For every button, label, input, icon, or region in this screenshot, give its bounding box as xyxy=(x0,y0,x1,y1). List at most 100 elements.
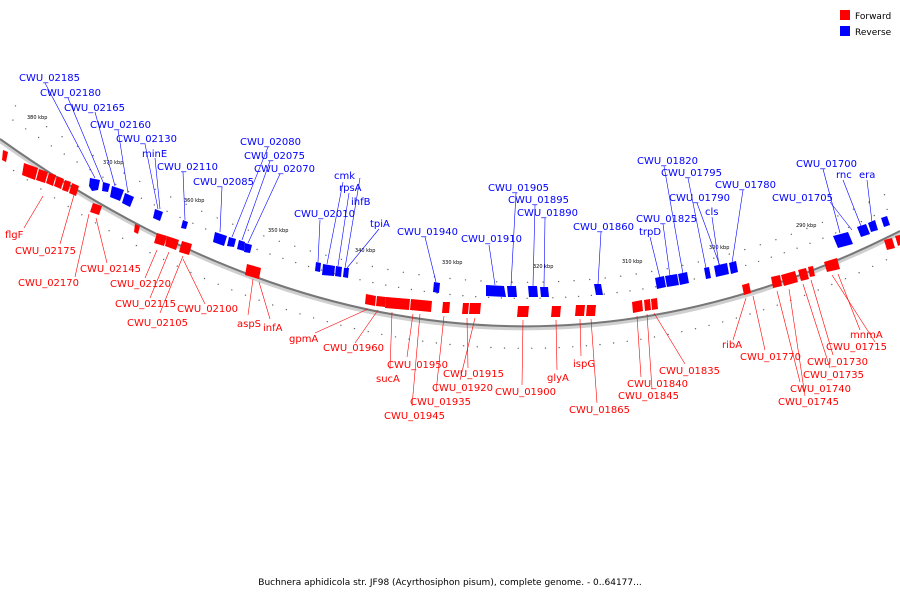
ruler-dot xyxy=(176,265,178,267)
ruler-dot xyxy=(776,304,778,306)
gene-label: CWU_02070 xyxy=(254,164,315,175)
ruler-dot xyxy=(667,333,669,336)
gene-label: minE xyxy=(142,149,167,160)
ruler-dot xyxy=(45,126,48,128)
ruler-dot xyxy=(92,154,94,157)
leader-line xyxy=(67,97,104,183)
dotted-ruler xyxy=(12,105,888,349)
gene-label: ispG xyxy=(573,359,595,370)
leader-line xyxy=(543,217,546,288)
ruler-dot xyxy=(886,208,888,211)
ruler-dot xyxy=(410,288,413,291)
leader-line xyxy=(532,204,536,287)
ruler-dot xyxy=(309,250,311,252)
gene-label: CWU_02075 xyxy=(244,151,305,162)
ruler-dot xyxy=(552,297,554,299)
leader-line xyxy=(59,194,75,245)
gene-arrow xyxy=(651,298,658,310)
gene-arrow xyxy=(134,224,140,234)
ruler-dot xyxy=(728,253,730,255)
ruler-dot xyxy=(371,265,374,268)
ruler-dot xyxy=(790,233,793,235)
tick-label: 290 kbp xyxy=(796,223,816,229)
leader-line xyxy=(435,315,445,393)
ruler-dot xyxy=(423,290,425,293)
gene-arrow xyxy=(742,283,751,295)
ruler-dot xyxy=(367,330,369,333)
gene-label: CWU_01780 xyxy=(715,180,776,191)
ruler-dot xyxy=(244,294,247,296)
ruler-dot xyxy=(402,271,405,273)
ruler-dot xyxy=(449,277,451,280)
leader-line xyxy=(711,216,720,266)
leader-line xyxy=(424,236,437,283)
ruler-dot xyxy=(312,317,315,319)
leader-line xyxy=(810,279,834,356)
gene-arrow xyxy=(153,209,163,221)
ruler-dot xyxy=(573,280,575,282)
ruler-dot xyxy=(759,244,761,246)
gene-arrow xyxy=(586,305,596,316)
gene-arrow xyxy=(165,236,179,250)
gene-label: CWU_01915 xyxy=(443,369,504,380)
leader-line xyxy=(406,313,414,358)
ruler-dot xyxy=(599,343,601,346)
ruler-dot xyxy=(76,161,78,163)
leader-line xyxy=(219,186,223,233)
leader-line xyxy=(579,318,582,357)
ruler-dot xyxy=(651,270,653,273)
ruler-dot xyxy=(340,324,342,326)
ruler-dot xyxy=(449,343,451,346)
ruler-dot xyxy=(353,327,356,330)
ruler-dot xyxy=(620,275,622,277)
ruler-dot xyxy=(817,289,819,291)
ruler-dot xyxy=(837,215,839,217)
ruler-dot xyxy=(418,274,420,276)
gene-arrow xyxy=(895,235,900,246)
leader-line xyxy=(95,217,108,264)
gene-arrow xyxy=(507,286,517,297)
gene-label: CWU_01865 xyxy=(569,405,630,416)
ruler-dot xyxy=(883,194,886,196)
legend-forward-swatch xyxy=(840,10,850,20)
gene-arrow xyxy=(857,224,870,237)
gene-arrow xyxy=(781,271,798,286)
ruler-dot xyxy=(108,230,110,232)
gene-arrow xyxy=(540,287,549,297)
ruler-dot xyxy=(635,273,637,275)
ruler-dot xyxy=(495,281,498,283)
gene-label: CWU_01935 xyxy=(410,397,471,408)
forward-leaders xyxy=(23,194,876,407)
ruler-dot xyxy=(269,253,271,255)
gene-label: CWU_01960 xyxy=(323,343,384,354)
gene-arrow xyxy=(824,258,840,272)
ruler-dot xyxy=(140,197,143,199)
leader-line xyxy=(488,244,496,286)
ruler-dot xyxy=(757,260,760,263)
ruler-dot xyxy=(682,264,684,267)
gene-arrow xyxy=(69,183,79,196)
gene-label: CWU_01920 xyxy=(432,383,493,394)
leader-line xyxy=(241,160,271,241)
ruler-dot xyxy=(205,228,207,230)
gene-arrow xyxy=(833,232,853,248)
gene-label: CWU_01745 xyxy=(778,397,839,408)
gene-label: CWU_02010 xyxy=(294,209,355,220)
gene-label: CWU_01905 xyxy=(488,183,549,194)
ruler-dot xyxy=(806,227,808,230)
gene-label: tpiA xyxy=(370,219,390,230)
ruler-dot xyxy=(185,203,187,205)
ruler-dot xyxy=(480,280,482,282)
leader-line xyxy=(687,177,707,269)
gene-label: CWU_01940 xyxy=(397,227,458,238)
ruler-dot xyxy=(299,313,301,315)
ruler-dot xyxy=(629,290,631,292)
ruler-dot xyxy=(122,237,124,239)
ruler-dot xyxy=(653,336,656,338)
gene-arrow xyxy=(594,284,603,295)
legend-forward-label: Forward xyxy=(855,12,891,22)
gene-arrow xyxy=(227,237,236,247)
ruler-dot xyxy=(203,277,206,280)
ruler-dot xyxy=(872,265,874,268)
tick-label: 350 kbp xyxy=(268,228,288,234)
